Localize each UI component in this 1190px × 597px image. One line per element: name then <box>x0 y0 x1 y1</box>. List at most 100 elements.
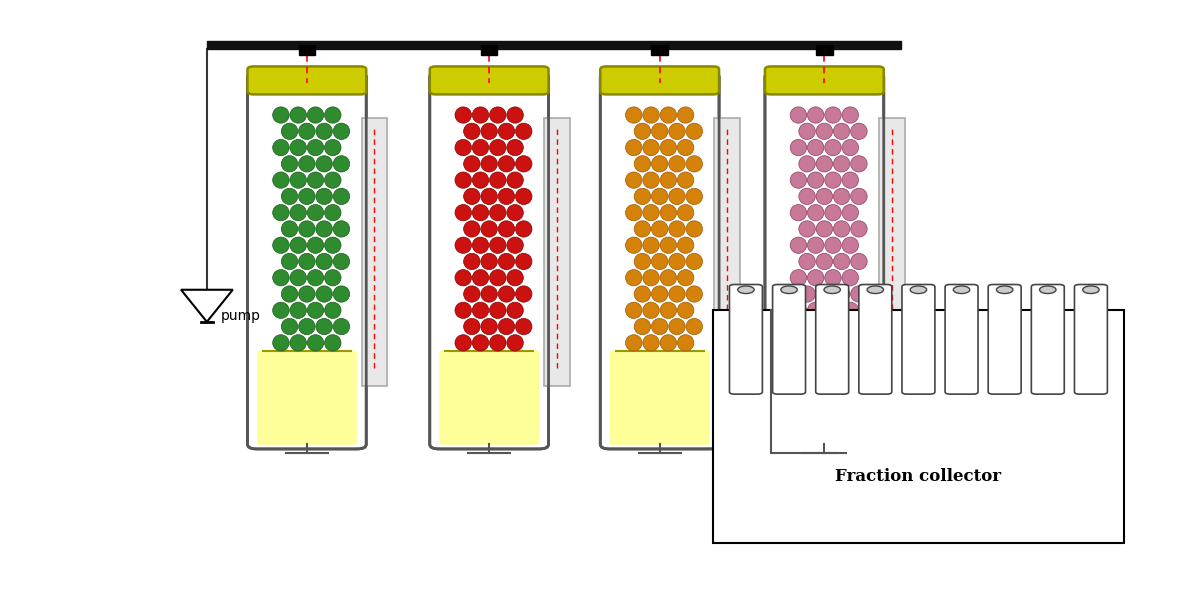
Ellipse shape <box>651 123 668 140</box>
Ellipse shape <box>315 221 332 237</box>
Ellipse shape <box>626 172 641 188</box>
Ellipse shape <box>333 156 350 172</box>
Ellipse shape <box>273 302 289 318</box>
Ellipse shape <box>816 221 833 237</box>
Ellipse shape <box>333 318 350 335</box>
Ellipse shape <box>464 221 480 237</box>
Ellipse shape <box>489 107 506 123</box>
FancyBboxPatch shape <box>248 66 367 94</box>
Ellipse shape <box>685 318 702 335</box>
Ellipse shape <box>290 172 307 188</box>
Ellipse shape <box>325 335 342 351</box>
Ellipse shape <box>851 188 868 205</box>
Ellipse shape <box>290 205 307 221</box>
Ellipse shape <box>833 188 850 205</box>
Ellipse shape <box>273 172 289 188</box>
Ellipse shape <box>290 335 307 351</box>
Bar <box>651 45 668 56</box>
Ellipse shape <box>790 172 807 188</box>
Ellipse shape <box>843 107 858 123</box>
Ellipse shape <box>481 188 497 205</box>
FancyBboxPatch shape <box>902 285 935 394</box>
Ellipse shape <box>626 335 641 351</box>
Ellipse shape <box>816 188 833 205</box>
Ellipse shape <box>455 237 471 253</box>
FancyBboxPatch shape <box>765 72 884 449</box>
Ellipse shape <box>1040 286 1056 294</box>
Ellipse shape <box>626 237 641 253</box>
Ellipse shape <box>833 253 850 270</box>
Bar <box>207 41 901 49</box>
Ellipse shape <box>481 253 497 270</box>
Ellipse shape <box>333 286 350 302</box>
Ellipse shape <box>843 237 858 253</box>
Ellipse shape <box>455 140 471 156</box>
Ellipse shape <box>634 286 651 302</box>
Ellipse shape <box>333 123 350 140</box>
Bar <box>481 45 497 56</box>
Ellipse shape <box>481 221 497 237</box>
Ellipse shape <box>325 302 342 318</box>
Ellipse shape <box>507 237 524 253</box>
FancyBboxPatch shape <box>815 285 848 394</box>
Ellipse shape <box>299 221 315 237</box>
Ellipse shape <box>825 237 841 253</box>
Ellipse shape <box>825 302 841 318</box>
Ellipse shape <box>660 302 677 318</box>
Ellipse shape <box>825 140 841 156</box>
Ellipse shape <box>851 123 868 140</box>
Ellipse shape <box>808 270 823 286</box>
Ellipse shape <box>669 286 685 302</box>
FancyBboxPatch shape <box>544 118 570 386</box>
Ellipse shape <box>325 205 342 221</box>
Ellipse shape <box>499 188 514 205</box>
Ellipse shape <box>643 335 659 351</box>
Ellipse shape <box>499 156 514 172</box>
Ellipse shape <box>790 140 807 156</box>
Ellipse shape <box>307 172 324 188</box>
Ellipse shape <box>273 335 289 351</box>
Ellipse shape <box>851 156 868 172</box>
Ellipse shape <box>299 286 315 302</box>
Ellipse shape <box>464 188 480 205</box>
FancyBboxPatch shape <box>714 118 740 386</box>
Ellipse shape <box>816 253 833 270</box>
FancyBboxPatch shape <box>729 285 763 394</box>
Ellipse shape <box>307 335 324 351</box>
Ellipse shape <box>816 286 833 302</box>
Ellipse shape <box>307 205 324 221</box>
Ellipse shape <box>660 107 677 123</box>
Ellipse shape <box>515 123 532 140</box>
Ellipse shape <box>643 205 659 221</box>
Ellipse shape <box>808 335 823 351</box>
Ellipse shape <box>651 221 668 237</box>
Ellipse shape <box>677 107 694 123</box>
Ellipse shape <box>481 286 497 302</box>
Ellipse shape <box>677 237 694 253</box>
Ellipse shape <box>833 221 850 237</box>
Ellipse shape <box>281 286 298 302</box>
Ellipse shape <box>481 156 497 172</box>
FancyBboxPatch shape <box>1075 285 1108 394</box>
Ellipse shape <box>808 140 823 156</box>
Ellipse shape <box>626 140 641 156</box>
Ellipse shape <box>669 188 685 205</box>
Ellipse shape <box>290 302 307 318</box>
Ellipse shape <box>816 156 833 172</box>
Ellipse shape <box>464 253 480 270</box>
Ellipse shape <box>660 270 677 286</box>
Ellipse shape <box>281 123 298 140</box>
Ellipse shape <box>790 302 807 318</box>
Ellipse shape <box>472 302 489 318</box>
Ellipse shape <box>626 302 641 318</box>
Ellipse shape <box>851 318 868 335</box>
Ellipse shape <box>515 286 532 302</box>
Ellipse shape <box>290 237 307 253</box>
Ellipse shape <box>515 253 532 270</box>
Ellipse shape <box>325 107 342 123</box>
Ellipse shape <box>507 335 524 351</box>
Ellipse shape <box>333 253 350 270</box>
Ellipse shape <box>507 302 524 318</box>
Ellipse shape <box>798 253 815 270</box>
Ellipse shape <box>660 172 677 188</box>
